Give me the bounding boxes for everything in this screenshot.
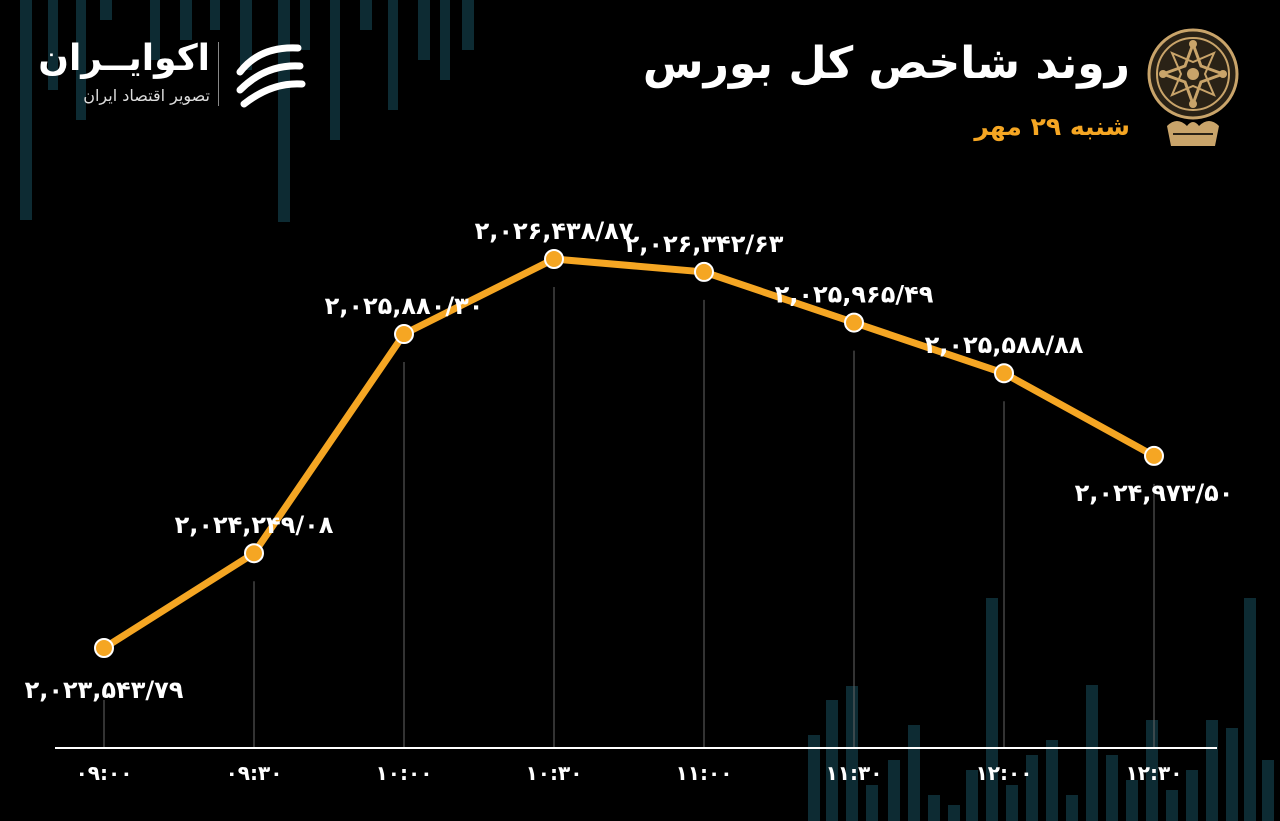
background-bar: [1244, 598, 1256, 821]
background-bar: [20, 0, 32, 220]
background-bar: [48, 0, 58, 90]
x-tick-label: ۱۱:۰۰: [676, 761, 733, 785]
data-label: ۲,۰۲۶,۴۳۸/۸۷: [475, 217, 634, 245]
brand-divider: [218, 42, 219, 106]
data-label: ۲,۰۲۵,۹۶۵/۴۹: [775, 281, 934, 309]
background-bar: [1166, 790, 1178, 821]
x-tick-label: ۱۰:۰۰: [376, 761, 433, 785]
background-bar: [966, 770, 978, 821]
background-bar: [1046, 740, 1058, 821]
chart-date: شنبه ۲۹ مهر: [974, 112, 1130, 141]
background-bar: [360, 0, 372, 30]
background-bar: [300, 0, 310, 50]
x-tick-label: ۱۲:۰۰: [976, 761, 1033, 785]
background-bar: [866, 785, 878, 821]
background-bar: [76, 0, 86, 120]
background-bar: [986, 598, 998, 821]
x-tick-label: ۱۲:۳۰: [1126, 761, 1183, 785]
background-bar: [1026, 755, 1038, 821]
background-bar: [826, 700, 838, 821]
background-bar: [240, 0, 252, 70]
background-bar: [808, 735, 820, 821]
data-label: ۲,۰۲۴,۹۷۳/۵۰: [1075, 479, 1234, 507]
background-bar: [278, 0, 290, 222]
data-label: ۲,۰۲۶,۳۴۲/۶۳: [625, 230, 784, 258]
background-bar: [948, 805, 960, 821]
background-bar: [100, 0, 112, 20]
background-bar: [150, 0, 160, 60]
background-bar: [1262, 760, 1274, 821]
data-label: ۲,۰۲۳,۵۴۳/۷۹: [25, 676, 184, 704]
background-bar: [1186, 770, 1198, 821]
brand-name: اکوایــران: [38, 38, 210, 79]
tehran-stock-exchange-emblem-icon: [1147, 28, 1239, 146]
data-point: [244, 543, 264, 564]
series-line: [100, 255, 1158, 652]
x-tick-label: ۱۰:۳۰: [526, 761, 583, 785]
background-bar: [330, 0, 340, 140]
data-label: ۲,۰۲۵,۸۸۰/۳۰: [325, 292, 484, 320]
background-bar: [418, 0, 430, 60]
background-bar: [180, 0, 192, 40]
data-label: ۲,۰۲۵,۵۸۸/۸۸: [925, 331, 1084, 359]
background-bar: [928, 795, 940, 821]
background-bar: [440, 0, 450, 80]
data-point: [1144, 445, 1164, 466]
background-bar: [1226, 728, 1238, 821]
background-bar: [846, 686, 858, 821]
ekoiran-logo-icon: [236, 44, 306, 108]
data-point: [844, 312, 864, 333]
data-label: ۲,۰۲۴,۲۴۹/۰۸: [175, 511, 334, 539]
background-bar: [1206, 720, 1218, 821]
background-bar: [462, 0, 474, 50]
data-point: [394, 324, 414, 345]
x-tick-label: ۱۱:۳۰: [826, 761, 883, 785]
brand-subtitle: تصویر اقتصاد ایران: [83, 86, 210, 105]
data-point: [94, 638, 114, 658]
brand: اکوایــران تصویر اقتصاد ایران: [38, 38, 320, 118]
x-tick-label: ۰۹:۰۰: [76, 761, 133, 785]
data-point: [694, 261, 714, 282]
background-bar: [1126, 780, 1138, 821]
data-point: [544, 249, 564, 269]
background-bar: [388, 0, 398, 110]
background-bar: [1006, 785, 1018, 821]
background-bar: [888, 760, 900, 821]
background-bar: [1106, 755, 1118, 821]
chart-title: روند شاخص کل بورس: [642, 38, 1130, 89]
data-point: [994, 363, 1014, 384]
x-tick-label: ۰۹:۳۰: [226, 761, 283, 785]
background-bar: [210, 0, 220, 30]
background-bar: [1086, 685, 1098, 821]
background-bar: [1066, 795, 1078, 821]
background-bar: [1146, 720, 1158, 821]
